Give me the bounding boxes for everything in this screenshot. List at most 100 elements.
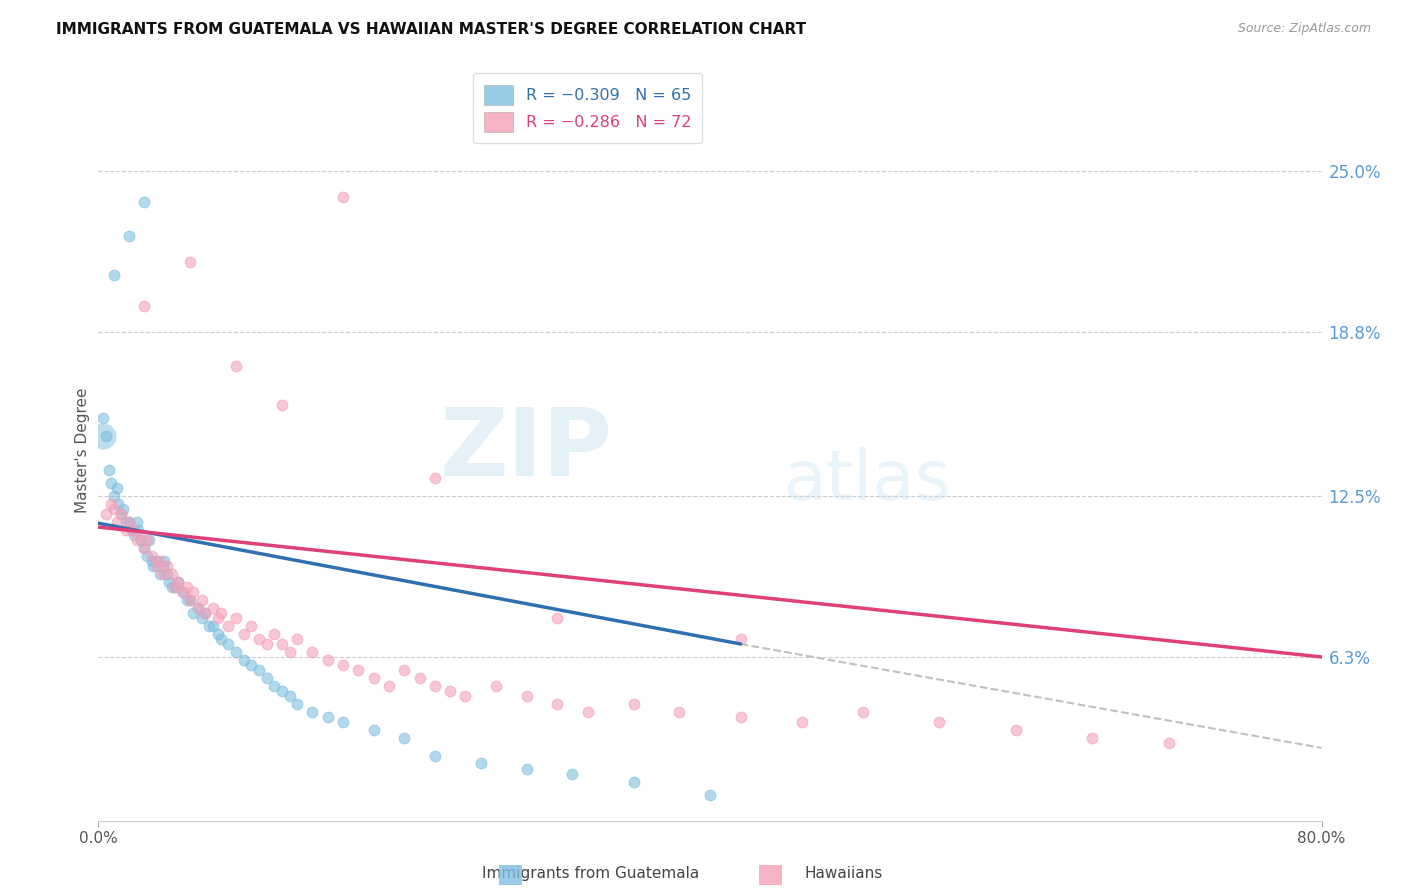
- Point: [285, 697, 308, 711]
- Point: [145, 554, 167, 568]
- Point: [546, 611, 568, 625]
- Point: [141, 554, 163, 568]
- Point: [163, 580, 186, 594]
- Text: Hawaiians: Hawaiians: [804, 866, 883, 881]
- Point: [181, 606, 204, 620]
- Point: [187, 600, 209, 615]
- Point: [485, 679, 508, 693]
- Point: [699, 788, 721, 802]
- Point: [730, 710, 752, 724]
- Point: [439, 683, 461, 698]
- Point: [217, 637, 239, 651]
- Point: [561, 767, 583, 781]
- Point: [207, 611, 229, 625]
- Point: [107, 497, 129, 511]
- Point: [115, 515, 138, 529]
- Point: [207, 626, 229, 640]
- Point: [256, 637, 278, 651]
- Point: [103, 502, 125, 516]
- Point: [194, 606, 217, 620]
- Point: [363, 723, 385, 737]
- Point: [191, 592, 214, 607]
- Point: [160, 580, 183, 594]
- Point: [278, 689, 301, 703]
- Point: [423, 679, 446, 693]
- Point: [423, 748, 446, 763]
- Point: [103, 489, 125, 503]
- Point: [347, 663, 370, 677]
- Point: [145, 559, 167, 574]
- Point: [332, 657, 354, 672]
- Point: [209, 606, 232, 620]
- Point: [134, 541, 156, 555]
- Point: [423, 471, 446, 485]
- Point: [172, 585, 194, 599]
- Point: [141, 549, 163, 563]
- Text: atlas: atlas: [783, 447, 952, 514]
- Point: [94, 507, 117, 521]
- Point: [247, 663, 270, 677]
- Point: [202, 619, 225, 633]
- Point: [179, 592, 201, 607]
- Point: [316, 710, 339, 724]
- Point: [149, 554, 172, 568]
- Text: ZIP: ZIP: [439, 404, 612, 497]
- Point: [263, 626, 285, 640]
- Point: [118, 515, 141, 529]
- Point: [232, 652, 254, 666]
- Point: [156, 566, 179, 581]
- Text: Immigrants from Guatemala: Immigrants from Guatemala: [482, 866, 699, 881]
- Point: [179, 255, 201, 269]
- Point: [152, 566, 174, 581]
- Point: [121, 523, 143, 537]
- Point: [546, 697, 568, 711]
- Point: [1157, 736, 1180, 750]
- Point: [225, 611, 247, 625]
- Point: [202, 600, 225, 615]
- Point: [179, 592, 201, 607]
- Point: [157, 574, 180, 589]
- Y-axis label: Master's Degree: Master's Degree: [75, 388, 90, 513]
- Point: [136, 549, 159, 563]
- Point: [378, 679, 401, 693]
- Text: Source: ZipAtlas.com: Source: ZipAtlas.com: [1237, 22, 1371, 36]
- Point: [122, 528, 145, 542]
- Point: [623, 774, 645, 789]
- Point: [194, 606, 217, 620]
- Point: [332, 190, 354, 204]
- Point: [301, 645, 323, 659]
- Point: [100, 475, 122, 490]
- Point: [110, 507, 132, 521]
- Point: [301, 705, 323, 719]
- Point: [240, 657, 263, 672]
- Point: [270, 637, 292, 651]
- Point: [118, 229, 141, 244]
- Point: [127, 523, 149, 537]
- Point: [392, 731, 416, 745]
- Point: [730, 632, 752, 646]
- Point: [217, 619, 239, 633]
- Point: [98, 463, 121, 477]
- Point: [176, 580, 198, 594]
- Point: [408, 671, 430, 685]
- Point: [156, 559, 179, 574]
- Point: [187, 600, 209, 615]
- Point: [392, 663, 416, 677]
- Point: [668, 705, 690, 719]
- Point: [167, 574, 190, 589]
- Point: [278, 645, 301, 659]
- Point: [129, 528, 152, 542]
- Point: [152, 559, 174, 574]
- Point: [852, 705, 875, 719]
- Point: [197, 619, 219, 633]
- Point: [454, 689, 477, 703]
- Point: [129, 533, 152, 547]
- Point: [138, 533, 160, 547]
- Point: [232, 626, 254, 640]
- Point: [105, 515, 128, 529]
- Point: [94, 429, 117, 443]
- Point: [91, 411, 114, 425]
- Point: [285, 632, 308, 646]
- Point: [125, 533, 148, 547]
- Point: [110, 507, 132, 521]
